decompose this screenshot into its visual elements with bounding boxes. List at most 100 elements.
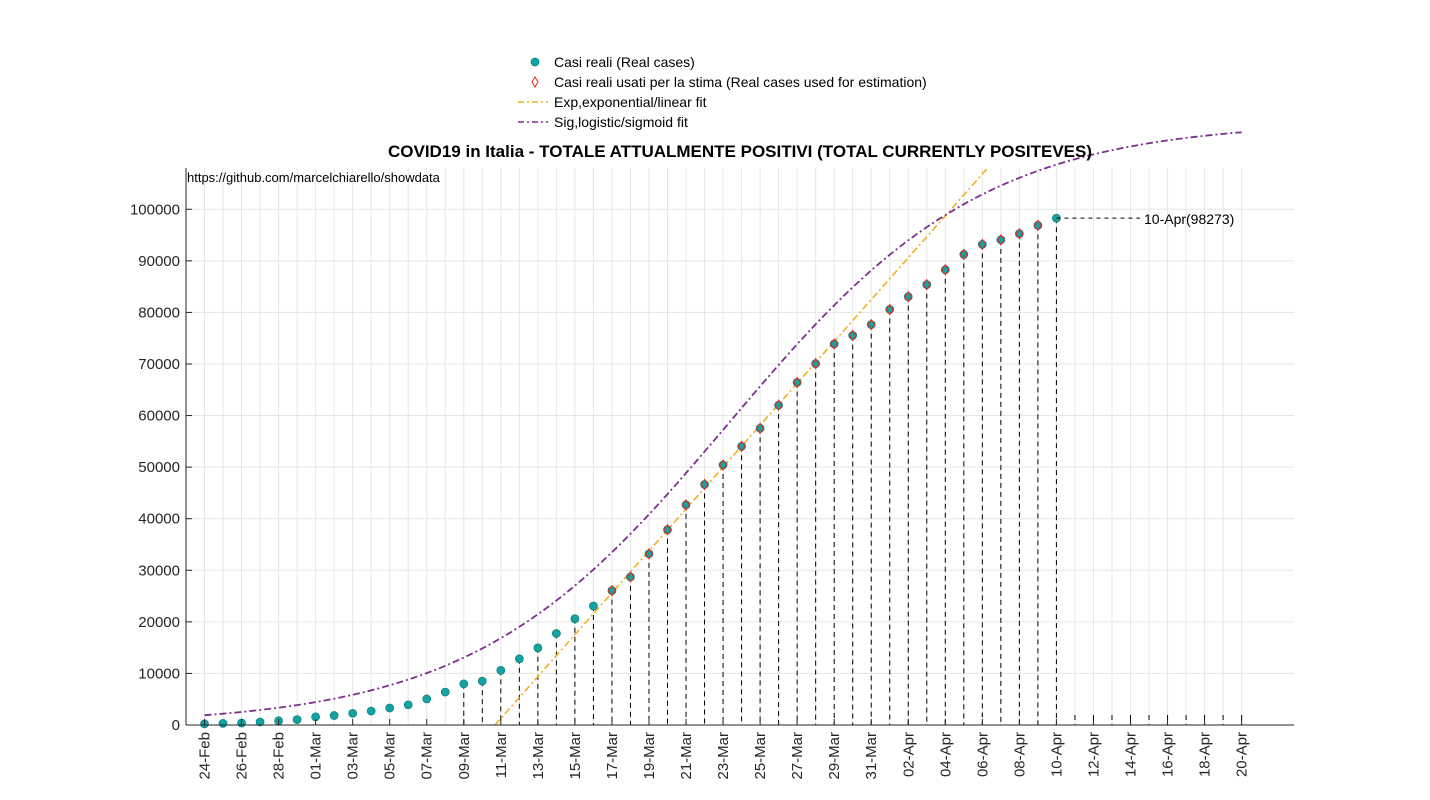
real-case-point — [700, 480, 709, 489]
real-case-point — [440, 687, 450, 697]
x-tick-label: 21-Mar — [678, 732, 695, 780]
y-tick-label: 80000 — [138, 304, 180, 321]
x-tick-label: 10-Apr — [1048, 732, 1065, 777]
x-tick-labels: 24-Feb 26-Feb 28-Feb 01-Mar 03-Mar 05-Mar 07-M… — [197, 732, 1251, 780]
estimation-case-point — [1015, 227, 1024, 240]
estimation-case-point — [644, 547, 654, 560]
real-case-point — [663, 525, 672, 535]
estimation-case-point — [1033, 219, 1043, 232]
chart-legend: Casi reali (Real cases) Casi reali usati… — [514, 53, 964, 131]
x-tick-label: 01-Mar — [308, 732, 325, 780]
x-tick-label: 16-Apr — [1160, 732, 1177, 777]
real-case-point — [866, 320, 876, 329]
x-tick-label: 03-Mar — [345, 732, 362, 780]
y-tick-label: 20000 — [138, 614, 180, 631]
estimation-case-point — [830, 338, 839, 350]
x-tick-label: 28-Feb — [271, 732, 288, 780]
real-case-point — [737, 441, 746, 451]
x-tick-label: 15-Mar — [567, 732, 584, 780]
estimation-case-point — [774, 399, 783, 412]
real-case-point — [348, 708, 358, 718]
estimation-case-point — [978, 238, 987, 251]
real-case-point — [644, 549, 654, 559]
real-case-point — [792, 378, 802, 387]
legend-item-used-cases: Casi reali usati per la stima (Real case… — [514, 73, 927, 91]
real-case-point — [255, 717, 265, 727]
axes — [185, 168, 1294, 726]
real-case-point — [959, 250, 969, 259]
x-tick-label: 29-Mar — [826, 732, 843, 780]
y-tick-label: 70000 — [138, 356, 180, 373]
x-tick-label: 14-Apr — [1123, 732, 1140, 777]
estimation-case-point — [700, 478, 709, 491]
y-tick-label: 100000 — [130, 201, 180, 218]
chart-title: COVID19 in Italia - TOTALE ATTUALMENTE P… — [388, 142, 1092, 161]
x-tick-label: 08-Apr — [1011, 732, 1028, 777]
real-case-point — [811, 359, 821, 368]
real-case-point — [922, 280, 932, 289]
legend-label: Casi reali usati per la stima (Real case… — [554, 74, 927, 90]
real-case-point — [718, 460, 728, 470]
real-case-point — [903, 292, 913, 302]
estimation-case-point — [848, 329, 857, 342]
real-case-point — [570, 614, 580, 624]
real-case-point — [477, 676, 487, 686]
estimation-case-point — [681, 499, 691, 511]
y-tick-label: 60000 — [138, 408, 180, 425]
estimation-case-point — [941, 263, 950, 276]
legend-item-exp-fit: Exp,exponential/linear fit — [514, 93, 707, 111]
y-tick-label: 0 — [172, 717, 180, 734]
real-case-point — [422, 694, 432, 704]
x-tick-label: 05-Mar — [382, 732, 399, 780]
estimation-case-point — [793, 376, 802, 389]
y-tick-label: 10000 — [138, 665, 180, 682]
x-tick-label: 20-Apr — [1234, 732, 1251, 777]
estimation-case-point — [867, 318, 876, 331]
x-tick-label: 26-Feb — [234, 732, 251, 780]
x-tick-label: 17-Mar — [604, 732, 621, 780]
real-case-point — [403, 700, 413, 710]
x-tick-label: 31-Mar — [863, 732, 880, 780]
real-case-point — [996, 235, 1006, 245]
legend-label: Sig,logistic/sigmoid fit — [554, 114, 688, 130]
y-tick-label: 50000 — [138, 459, 180, 476]
source-url-text: https://github.com/marcelchiarello/showd… — [187, 170, 440, 185]
real-case-point — [218, 719, 228, 728]
real-case-point — [552, 629, 561, 638]
x-tick-label: 06-Apr — [974, 732, 991, 777]
data-points — [200, 213, 1061, 729]
x-tick-label: 19-Mar — [641, 732, 658, 780]
logistic-sigmoid-fit-curve — [204, 131, 1242, 717]
x-tick-label: 07-Mar — [419, 732, 436, 780]
estimation-case-point — [663, 523, 672, 536]
legend-dot-icon — [530, 57, 540, 67]
real-case-point — [940, 265, 950, 275]
real-case-point — [514, 654, 524, 664]
legend-dashdot-line-icon — [518, 121, 548, 123]
x-tick-label: 12-Apr — [1085, 732, 1102, 777]
legend-item-real-cases: Casi reali (Real cases) — [514, 53, 695, 71]
real-case-point — [385, 703, 395, 713]
x-tick-label: 23-Mar — [715, 732, 732, 780]
legend-diamond-icon — [531, 76, 539, 88]
estimation-case-point — [755, 422, 765, 435]
y-tick-label: 40000 — [138, 511, 180, 528]
date-drop-lines — [463, 218, 1243, 725]
estimation-case-point — [737, 440, 746, 453]
legend-item-sig-fit: Sig,logistic/sigmoid fit — [514, 113, 688, 131]
real-case-point — [459, 679, 469, 689]
real-case-point — [755, 423, 765, 433]
estimation-case-point — [718, 459, 728, 471]
real-case-point — [829, 339, 839, 349]
y-tick-label: 30000 — [138, 562, 180, 579]
legend-dashdot-line-icon — [518, 101, 548, 103]
estimation-case-point — [996, 233, 1005, 246]
y-tick-label: 90000 — [138, 253, 180, 270]
real-case-point — [496, 666, 506, 675]
estimation-case-point — [904, 290, 913, 303]
x-tick-label: 09-Mar — [456, 732, 473, 780]
x-tick-label: 02-Apr — [900, 732, 917, 777]
x-tick-label: 25-Mar — [752, 732, 769, 780]
legend-label: Exp,exponential/linear fit — [554, 94, 707, 110]
real-case-point — [626, 572, 635, 582]
